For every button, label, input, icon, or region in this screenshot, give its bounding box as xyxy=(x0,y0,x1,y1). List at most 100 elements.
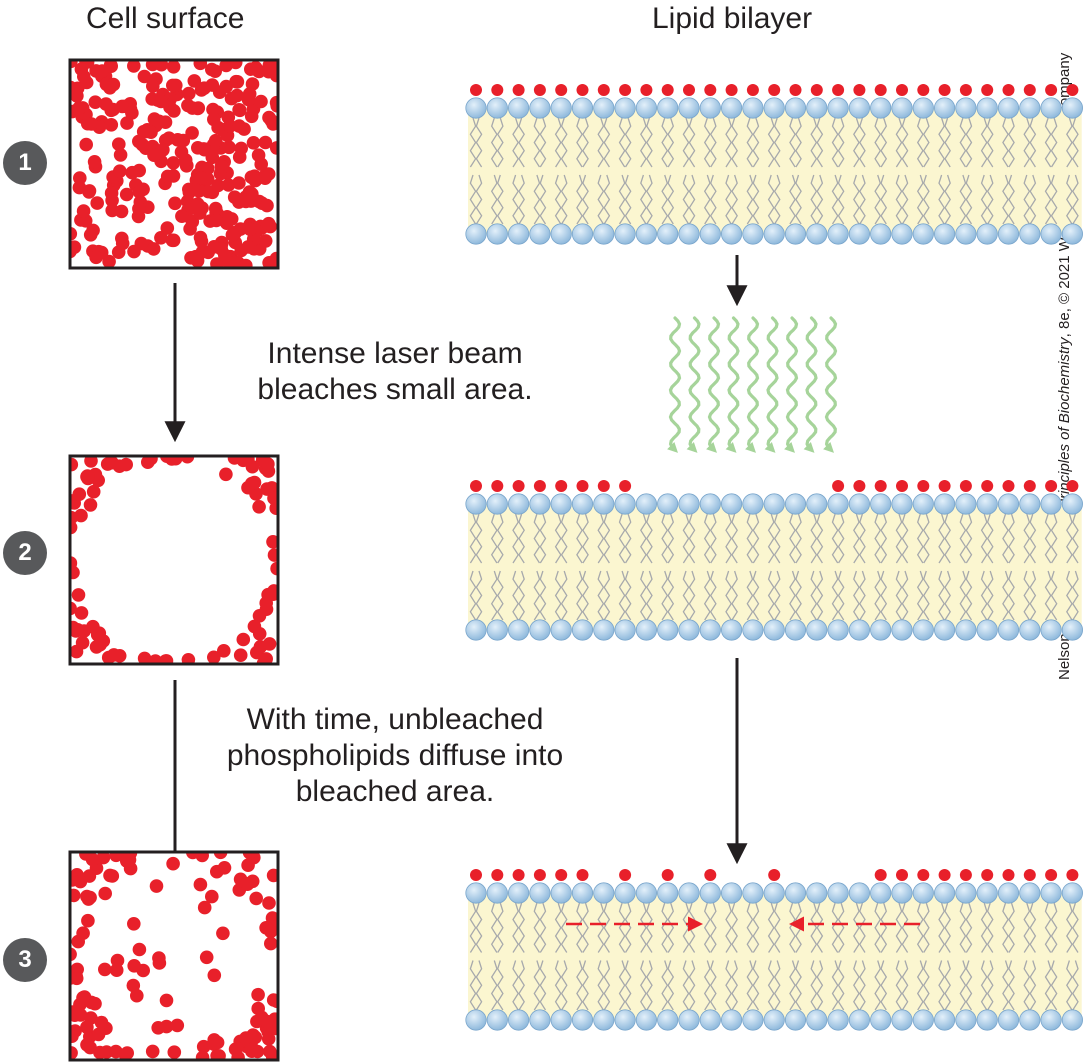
fatty-acid-tail xyxy=(1008,570,1015,621)
fluorescent-label-dot xyxy=(576,480,589,492)
fluorescent-lipid-dot xyxy=(240,877,254,891)
fluorescent-lipid-dot xyxy=(232,150,247,164)
fatty-acid-tail xyxy=(731,570,738,621)
fatty-acid-tail xyxy=(816,174,824,225)
polar-headgroup xyxy=(742,882,764,904)
polar-headgroup xyxy=(912,97,934,119)
fatty-acid-tail xyxy=(746,960,754,1011)
fluorescent-lipid-dot xyxy=(72,101,86,115)
fatty-acid-tail xyxy=(965,117,973,168)
fatty-acid-tail xyxy=(853,174,860,225)
polar-headgroup xyxy=(657,882,679,904)
fatty-acid-tail xyxy=(901,960,909,1011)
fluorescent-label-dot xyxy=(555,869,568,881)
polar-headgroup xyxy=(720,619,743,641)
fatty-acid-tail xyxy=(725,117,732,168)
fluorescent-lipid-dot xyxy=(168,196,182,211)
fatty-acid-tail xyxy=(789,960,796,1011)
polar-headgroup xyxy=(529,1009,551,1031)
fluorescent-lipid-dot xyxy=(76,926,90,940)
polar-headgroup xyxy=(1061,97,1084,119)
fluorescent-lipid-dot xyxy=(76,991,90,1005)
fluorescent-lipid-dot xyxy=(146,79,160,93)
fluorescent-lipid-dot xyxy=(241,858,255,872)
fatty-acid-tail xyxy=(731,513,738,564)
polar-headgroup xyxy=(678,97,700,119)
fatty-acid-tail xyxy=(859,174,866,225)
fatty-acid-tail xyxy=(1008,117,1015,168)
polar-headgroup xyxy=(1061,882,1084,904)
fluorescent-lipid-dot xyxy=(88,95,103,109)
fluorescent-lipid-dot xyxy=(119,187,134,202)
fatty-acid-tail xyxy=(646,513,653,564)
polar-headgroup xyxy=(1019,619,1041,641)
fatty-acid-tail xyxy=(667,117,675,168)
fatty-acid-tail xyxy=(576,902,583,953)
polar-headgroup xyxy=(550,97,572,119)
fluorescent-lipid-dot xyxy=(224,91,239,106)
polar-headgroup xyxy=(657,97,679,119)
fatty-acid-tail xyxy=(986,513,994,564)
fatty-acid-tail xyxy=(518,513,525,564)
polar-headgroup xyxy=(720,223,743,245)
polar-headgroup xyxy=(891,1009,913,1031)
fatty-acid-tail xyxy=(816,513,824,564)
fatty-acid-tail xyxy=(560,960,568,1011)
fatty-acid-tail xyxy=(965,902,973,953)
hydrophobic-core xyxy=(468,108,1082,234)
fatty-acid-tail xyxy=(880,570,888,621)
fatty-acid-tail xyxy=(789,174,796,225)
fatty-acid-tail xyxy=(667,513,675,564)
fluorescent-lipid-dot xyxy=(154,231,168,245)
fatty-acid-tail xyxy=(703,513,711,564)
fatty-acid-tail xyxy=(1066,513,1073,564)
fluorescent-label-dot xyxy=(917,480,930,492)
fatty-acid-tail xyxy=(1044,960,1052,1011)
fluorescent-lipid-dot xyxy=(95,64,109,78)
polar-headgroup xyxy=(891,97,913,119)
fluorescent-lipid-dot xyxy=(216,160,230,174)
fluorescent-label-dot xyxy=(938,869,951,881)
fluorescent-lipid-dot xyxy=(158,654,173,664)
fatty-acid-tail xyxy=(661,570,669,621)
fatty-acid-tail xyxy=(618,902,626,953)
polar-headgroup xyxy=(955,223,977,245)
fluorescent-lipid-dot xyxy=(258,234,273,248)
polar-headgroup xyxy=(465,493,487,515)
fatty-acid-tail xyxy=(533,960,541,1011)
fatty-acid-tail xyxy=(944,902,951,953)
fatty-acid-tail xyxy=(582,513,589,564)
fatty-acid-tail xyxy=(965,513,973,564)
diffused-lipid-dot xyxy=(126,978,141,993)
polar-headgroup xyxy=(529,619,551,641)
polar-headgroup xyxy=(891,223,913,245)
fatty-acid-tail xyxy=(859,117,866,168)
fluorescent-lipid-dot xyxy=(239,1031,253,1045)
fluorescent-label-dot xyxy=(512,869,525,881)
fatty-acid-tail xyxy=(640,960,647,1011)
fatty-acid-tail xyxy=(938,513,945,564)
fluorescent-label-dot xyxy=(874,869,887,881)
fatty-acid-tail xyxy=(837,960,845,1011)
polar-headgroup xyxy=(593,882,615,904)
fluorescent-lipid-dot xyxy=(80,889,94,904)
polar-headgroup xyxy=(848,97,871,119)
polar-headgroup xyxy=(571,493,594,515)
diffused-lipid-dot xyxy=(127,917,141,931)
fluorescent-lipid-dot xyxy=(70,947,77,962)
polar-headgroup xyxy=(784,1009,807,1031)
polar-headgroup xyxy=(848,223,871,245)
fatty-acid-tail xyxy=(554,902,562,953)
fatty-acid-tail xyxy=(1072,513,1079,564)
fatty-acid-tail xyxy=(560,174,568,225)
fatty-acid-tail xyxy=(965,960,973,1011)
hydrophobic-core xyxy=(468,893,1082,1020)
fluorescent-lipid-dot xyxy=(165,456,179,466)
fatty-acid-tail xyxy=(560,570,568,621)
laser-wave xyxy=(706,316,721,453)
polar-headgroup xyxy=(571,97,594,119)
fluorescent-lipid-dot xyxy=(77,69,91,84)
fatty-acid-tail xyxy=(490,117,498,168)
diffused-lipid-dot xyxy=(130,988,144,1003)
polar-headgroup xyxy=(614,1009,636,1031)
